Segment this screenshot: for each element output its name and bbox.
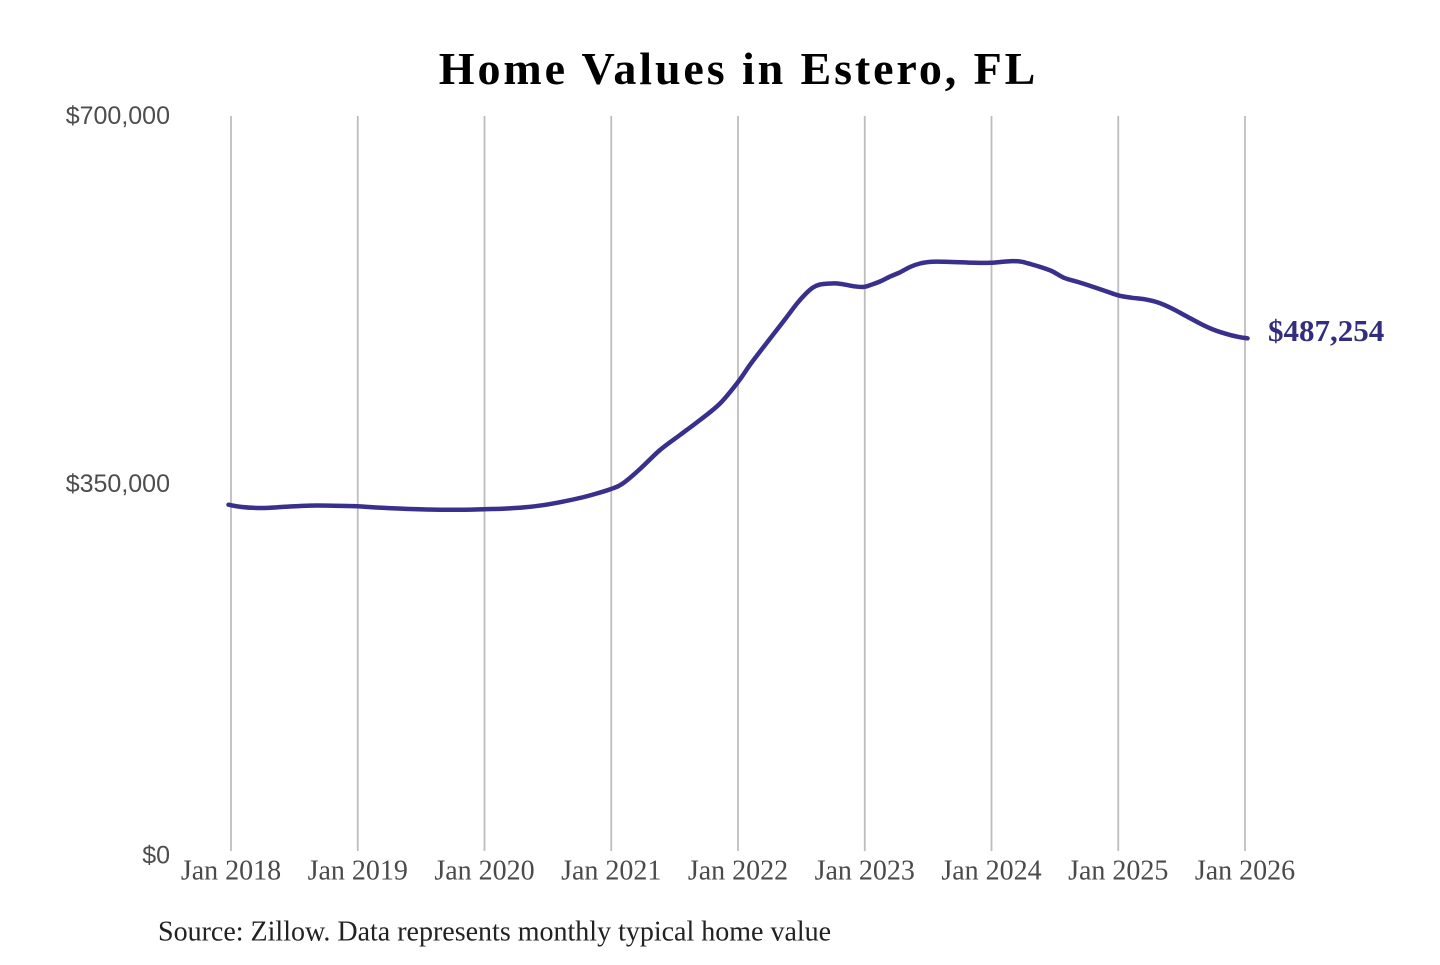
svg-text:Jan 2021: Jan 2021: [561, 856, 661, 887]
svg-text:$487,254: $487,254: [1268, 313, 1384, 348]
svg-text:Jan 2024: Jan 2024: [941, 856, 1041, 887]
svg-text:Jan 2020: Jan 2020: [434, 856, 534, 887]
svg-text:Jan 2019: Jan 2019: [308, 856, 408, 887]
svg-text:$0: $0: [142, 842, 170, 870]
svg-text:Source: Zillow. Data represent: Source: Zillow. Data represents monthly …: [158, 917, 831, 948]
svg-text:$700,000: $700,000: [66, 102, 170, 130]
svg-text:Jan 2023: Jan 2023: [815, 856, 915, 887]
svg-text:Jan 2025: Jan 2025: [1068, 856, 1168, 887]
svg-text:$350,000: $350,000: [66, 470, 170, 498]
svg-text:Jan 2018: Jan 2018: [181, 856, 281, 887]
svg-text:Home Values in Estero, FL: Home Values in Estero, FL: [439, 43, 1038, 94]
svg-text:Jan 2022: Jan 2022: [688, 856, 788, 887]
svg-text:Jan 2026: Jan 2026: [1195, 856, 1295, 887]
